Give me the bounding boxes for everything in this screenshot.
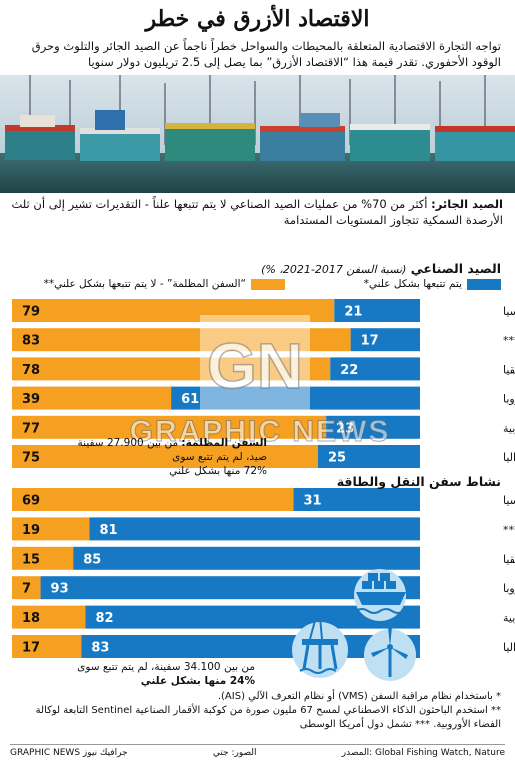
bar-tracked-0-5 [318,445,420,468]
shipping-annotation-line2: 24% منها بشكل علني [140,675,255,687]
bar-tracked-0-1 [350,328,420,352]
category-label-1-3: أوروبا [503,581,515,595]
shipping-annotation: من بين 34.100 سفينة، لم يتم تتبع سوى 24% … [55,660,255,688]
label-dark-1-0: 69 [22,494,40,509]
label-tracked-1-3: 93 [51,582,69,597]
footer-photo-credit: الصور: جتي [212,748,257,758]
intro-text: الصيد الجائر: أكثر من 70% من عمليات الصي… [11,196,503,228]
category-label-1-1: أمريكا الشمالية*** [503,522,515,536]
bar-tracked-1-2 [73,546,420,570]
svg-text:GN: GN [207,330,303,402]
category-label-0-5: أستراليا [503,450,515,464]
shipping-title: نشاط سفن النقل والطاقة [336,474,501,489]
bar-dark-1-4 [12,605,86,629]
intro-body: أكثر من 70% من عمليات الصيد الصناعي لا ي… [11,197,503,227]
bar-dark-1-2 [12,546,74,570]
fishing-annotation-lead: السفن المظلمة: [181,437,267,449]
label-tracked-0-4: 23 [336,421,354,436]
bar-tracked-1-4 [85,605,420,629]
category-label-1-4: أمريكا الجنوبية [503,611,515,625]
bar-tracked-0-2 [330,357,420,381]
bar-dark-0-3 [12,386,172,410]
footer: GRAPHIC NEWS جرافيك نيوز الصور: جتي المص… [10,744,505,758]
label-tracked-0-0: 21 [344,305,362,320]
watermark-text: GRAPHIC NEWS [129,415,391,449]
footer-brand: GRAPHIC NEWS جرافيك نيوز [10,748,128,758]
label-tracked-1-1: 81 [100,523,118,538]
fishing-annotation-line1: من بين 27.900 سفينة صيد، لم يتم تتبع سوى [77,437,267,463]
category-label-0-1: أمريكا الشمالية*** [503,333,515,347]
bar-dark-1-3 [12,576,41,600]
label-dark-0-3: 39 [22,392,40,407]
label-tracked-0-5: 25 [328,451,346,466]
category-label-0-2: أفريقيا [503,362,515,376]
label-tracked-0-2: 22 [340,363,358,378]
fishing-annotation: السفن المظلمة: من بين 27.900 سفينة صيد، … [67,436,267,478]
bar-tracked-1-1 [89,517,421,541]
label-dark-0-2: 78 [22,363,40,378]
bar-dark-0-4 [12,415,327,439]
section-title-fishing: الصيد الصناعي (نسبة السفن 2017-2021، %) [261,261,501,276]
label-dark-0-4: 77 [22,421,40,436]
page-title: الاقتصاد الأزرق في خطر [145,6,370,32]
fishing-note: (نسبة السفن 2017-2021، %) [261,263,407,276]
label-tracked-0-1: 17 [361,334,379,349]
label-dark-1-1: 19 [22,523,40,538]
harbor-photo [0,75,515,193]
legend-label-blue: يتم تتبعها بشكل علني* [363,278,462,290]
category-label-0-0: آسيا [503,304,515,318]
shipping-annotation-line1: من بين 34.100 سفينة، لم يتم تتبع سوى [77,661,255,673]
bar-dark-1-5 [12,635,82,658]
label-dark-1-5: 17 [22,641,40,656]
bar-tracked-0-4 [326,415,420,439]
footnote-1: * باستخدام نظام مراقبة السفن (VMS) أو نظ… [217,691,501,702]
label-dark-0-0: 79 [22,305,40,320]
category-label-1-2: أفريقيا [503,552,515,566]
wind-turbine-icon [371,627,408,677]
bar-tracked-0-0 [334,299,420,322]
category-label-1-5: أستراليا [503,640,515,654]
subtitle: تواجه التجارة الاقتصادية المتعلقة بالمحي… [31,39,501,69]
label-dark-0-5: 75 [22,451,40,466]
bar-dark-1-1 [12,517,90,541]
bar-dark-1-0 [12,488,294,511]
ship-icons [290,565,420,685]
category-label-0-3: أوروبا [503,392,515,406]
footer-source: المصدر: Global Fishing Watch, Nature [341,748,505,758]
bar-dark-0-5 [12,445,318,468]
label-dark-1-2: 15 [22,552,40,567]
label-tracked-1-2: 85 [83,552,101,567]
bar-tracked-1-0 [293,488,420,511]
label-tracked-0-3: 61 [181,392,199,407]
legend-swatch-orange [251,278,285,290]
category-label-0-4: أمريكا الجنوبية [503,421,515,435]
section-title-shipping: نشاط سفن النقل والطاقة [337,474,501,489]
legend-blue: يتم تتبعها بشكل علني* [364,278,501,290]
bar-dark-0-0 [12,299,335,322]
bar-dark-0-1 [12,328,351,352]
label-dark-1-4: 18 [22,611,40,626]
fishing-title: الصيد الصناعي [410,261,501,276]
bar-tracked-0-3 [171,386,420,410]
bar-dark-0-2 [12,357,331,381]
legend-swatch-blue [467,278,501,290]
label-tracked-1-4: 82 [95,611,113,626]
oil-rig-icon [299,616,338,674]
label-dark-1-3: 7 [22,582,31,597]
cargo-ship-icon [355,573,406,614]
footnote-2: ** استخدم الباحثون الذكاء الاصطناعي لمسح… [35,705,501,730]
legend-orange: “السفن المظلمة” - لا يتم تتبعها بشكل علن… [44,278,285,290]
footnotes: * باستخدام نظام مراقبة السفن (VMS) أو نظ… [11,690,501,732]
fishing-annotation-line2: 72% منها بشكل علني [169,465,267,477]
legend-label-orange: “السفن المظلمة” - لا يتم تتبعها بشكل علن… [43,278,246,290]
category-label-1-0: آسيا [503,493,515,507]
gn-watermark-logo: GN [195,310,315,420]
intro-lead: الصيد الجائر: [431,197,503,211]
bar-tracked-1-3 [40,576,421,600]
label-dark-0-1: 83 [22,334,40,349]
label-tracked-1-0: 31 [304,494,322,509]
label-tracked-1-5: 83 [91,641,109,656]
